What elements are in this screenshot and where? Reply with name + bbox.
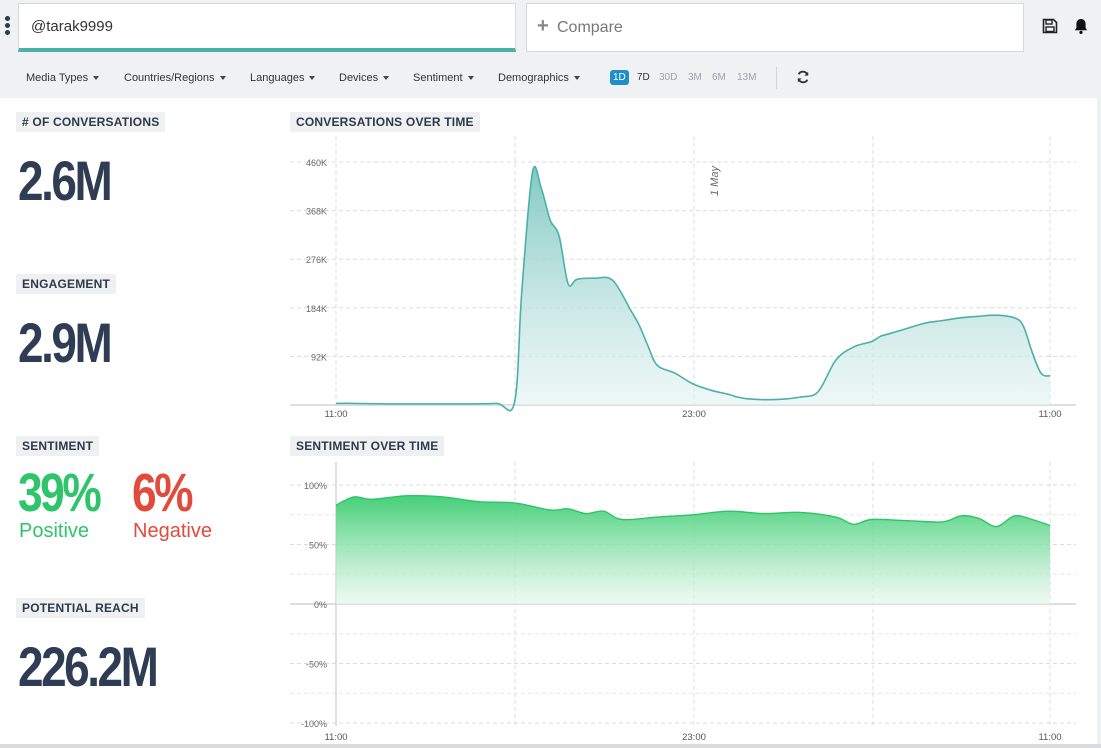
y-tick-label: 0% <box>314 600 327 610</box>
bottom-strip <box>0 744 1101 748</box>
more-menu-icon[interactable] <box>2 16 12 38</box>
bell-icon[interactable] <box>1072 17 1090 35</box>
filter-label: Languages <box>250 72 305 84</box>
filter-label: Media Types <box>26 72 89 84</box>
y-tick-label: 460K <box>306 158 327 168</box>
filter-label: Devices <box>339 72 379 84</box>
compare-label: Compare <box>557 19 623 36</box>
conversations-label: # OF CONVERSATIONS <box>16 112 166 132</box>
compare-input[interactable]: + Compare <box>526 3 1024 52</box>
refresh-icon[interactable] <box>796 70 810 84</box>
filter-label: Countries/Regions <box>124 72 215 84</box>
positive-label: Positive <box>19 520 90 542</box>
x-tick-label: 23:00 <box>682 409 706 420</box>
x-tick-label: 11:00 <box>324 409 347 420</box>
caret-down-icon <box>93 76 100 81</box>
positive-percent: 39% <box>18 463 102 523</box>
sentiment-line <box>335 494 1051 528</box>
sentiment-area <box>336 495 1050 604</box>
caret-down-icon <box>467 76 474 81</box>
reach-label: POTENTIAL REACH <box>16 598 145 618</box>
y-tick-label: 50% <box>309 541 327 551</box>
x-tick-label: 23:00 <box>682 732 706 743</box>
y-tick-label: 100% <box>304 481 327 491</box>
range-7d[interactable]: 7D <box>637 72 650 83</box>
caret-down-icon <box>573 76 580 81</box>
filter-devices[interactable]: Devices <box>339 72 390 84</box>
engagement-value: 2.9M <box>18 311 113 374</box>
charts-canvas: 92K 184K 276K 368K 460K 11:00 23:00 11:00 1 May 1… <box>290 136 1076 743</box>
negative-label: Negative <box>133 520 212 542</box>
range-3m[interactable]: 3M <box>688 72 702 83</box>
search-input[interactable]: @tarak9999 <box>18 3 516 52</box>
caret-down-icon <box>219 76 226 81</box>
conversations-area <box>336 166 1050 411</box>
x-tick-label: 11:00 <box>324 732 347 743</box>
filter-countries-regions[interactable]: Countries/Regions <box>124 72 226 84</box>
y-tick-label: 184K <box>306 304 327 314</box>
dashboard-panel: # OF CONVERSATIONS 2.6M ENGAGEMENT 2.9M … <box>0 98 1097 744</box>
y-tick-label: 276K <box>306 255 327 265</box>
engagement-label: ENGAGEMENT <box>16 274 117 294</box>
filter-sentiment[interactable]: Sentiment <box>413 72 474 84</box>
y-tick-label: 368K <box>306 207 327 217</box>
sentiment-label: SENTIMENT <box>16 436 100 456</box>
y-tick-label: 92K <box>311 352 327 362</box>
range-1d[interactable]: 1D <box>610 70 629 85</box>
x-tick-label: 11:00 <box>1038 732 1061 743</box>
conversations-value: 2.6M <box>18 149 113 212</box>
plus-icon: + <box>537 15 549 37</box>
conversations-chart-title: CONVERSATIONS OVER TIME <box>290 112 480 132</box>
top-bar: @tarak9999 + Compare <box>0 0 1101 58</box>
filter-label: Demographics <box>498 72 569 84</box>
filter-media-types[interactable]: Media Types <box>26 72 100 84</box>
sentiment-chart-title: SENTIMENT OVER TIME <box>290 436 445 456</box>
range-6m[interactable]: 6M <box>712 72 726 83</box>
save-icon[interactable] <box>1042 18 1058 34</box>
reach-value: 226.2M <box>18 635 159 698</box>
search-value: @tarak9999 <box>31 18 113 35</box>
filter-label: Sentiment <box>413 72 463 84</box>
caret-down-icon <box>309 76 316 81</box>
caret-down-icon <box>383 76 390 81</box>
filter-demographics[interactable]: Demographics <box>498 72 580 84</box>
range-30d[interactable]: 30D <box>659 72 678 83</box>
y-tick-label: -50% <box>306 660 327 670</box>
range-13m[interactable]: 13M <box>737 72 757 83</box>
y-tick-label: -100% <box>301 719 327 729</box>
negative-percent: 6% <box>132 463 194 523</box>
filter-bar: Media Types Countries/Regions Languages … <box>0 58 1101 98</box>
x-tick-label: 11:00 <box>1038 409 1061 420</box>
conversations-line <box>335 165 1051 412</box>
date-annotation: 1 May <box>709 165 721 196</box>
divider <box>776 67 777 89</box>
filter-languages[interactable]: Languages <box>250 72 316 84</box>
